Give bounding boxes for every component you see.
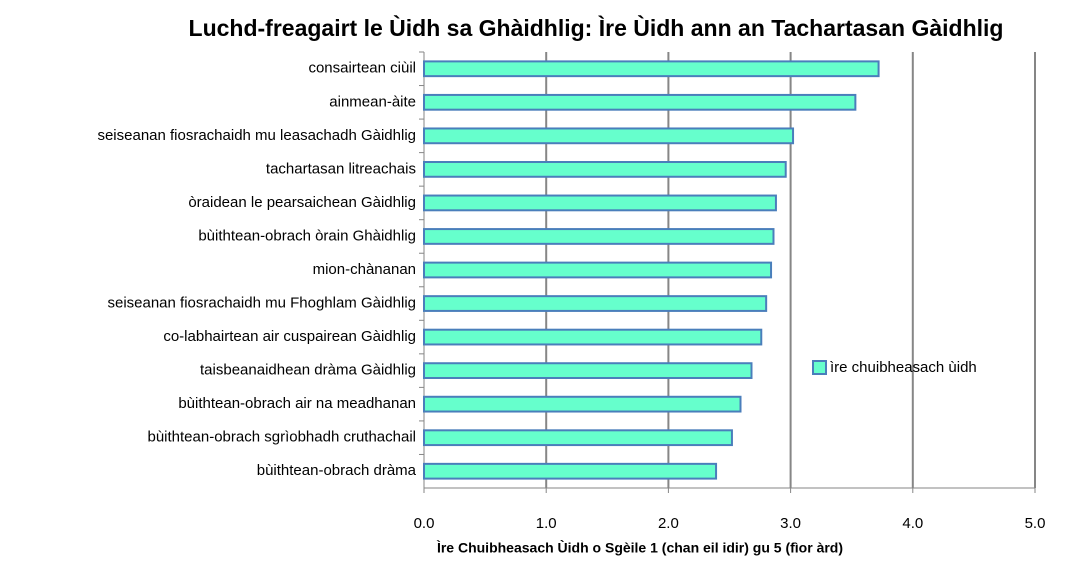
x-axis-label: Ìre Chuibheasach Ùidh o Sgèile 1 (chan e…	[436, 539, 843, 556]
y-tick-label: taisbeanaidhean dràma Gàidhlig	[200, 362, 416, 379]
x-tick-label: 3.0	[780, 515, 801, 532]
y-tick-label: mion-chànanan	[313, 261, 416, 278]
y-tick-label: bùithtean-obrach òrain Ghàidhlig	[198, 227, 416, 244]
legend-label: ìre chuibheasach ùidh	[830, 359, 977, 376]
bar	[423, 261, 773, 279]
bar	[423, 395, 742, 413]
bar	[423, 362, 753, 379]
bar	[423, 161, 787, 178]
legend-swatch	[812, 360, 827, 375]
bar	[423, 429, 733, 447]
x-tick-label: 1.0	[536, 515, 557, 532]
chart-title: Luchd-freagairt le Ùidh sa Ghàidhlig: Ìr…	[189, 14, 1004, 41]
bar	[423, 60, 880, 78]
y-tick-label: bùithtean-obrach air na meadhanan	[178, 395, 416, 412]
bar	[423, 295, 768, 312]
y-tick-label: ainmean-àite	[329, 93, 416, 110]
y-tick-label: seiseanan fiosrachaidh mu leasachadh Gài…	[97, 127, 416, 144]
y-tick-label: bùithtean-obrach sgrìobhadh cruthachail	[147, 429, 416, 446]
bar	[423, 328, 763, 346]
y-tick-label: seiseanan fiosrachaidh mu Fhoghlam Gàidh…	[107, 295, 416, 312]
x-tick-label: 4.0	[902, 515, 923, 532]
y-tick-label: tachartasan litreachais	[266, 160, 416, 177]
y-tick-label: consairtean ciùil	[308, 60, 416, 77]
bar	[423, 462, 718, 480]
bar	[423, 194, 777, 212]
x-tick-label: 2.0	[658, 515, 679, 532]
bar	[423, 228, 775, 245]
y-tick-label: bùithtean-obrach dràma	[257, 462, 417, 479]
y-tick-label: co-labhairtean air cuspairean Gàidhlig	[163, 328, 416, 345]
bar	[423, 127, 795, 145]
y-tick-label: òraidean le pearsaichean Gàidhlig	[188, 194, 416, 211]
x-tick-label: 5.0	[1025, 515, 1046, 532]
bar	[423, 93, 857, 111]
x-tick-label: 0.0	[414, 515, 435, 532]
